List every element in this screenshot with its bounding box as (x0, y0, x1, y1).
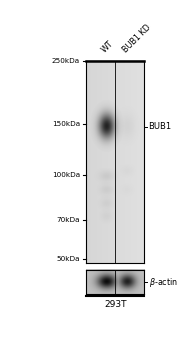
Text: 70kDa: 70kDa (56, 217, 80, 223)
Text: 50kDa: 50kDa (56, 256, 80, 262)
Text: WT: WT (100, 39, 115, 54)
Text: BUB1: BUB1 (149, 122, 172, 131)
Text: 293T: 293T (104, 300, 127, 309)
Text: BUB1 KD: BUB1 KD (121, 22, 152, 54)
Text: 250kDa: 250kDa (52, 58, 80, 64)
Text: 150kDa: 150kDa (52, 121, 80, 127)
Text: $\beta$-actin: $\beta$-actin (149, 276, 178, 289)
Text: 100kDa: 100kDa (52, 173, 80, 179)
